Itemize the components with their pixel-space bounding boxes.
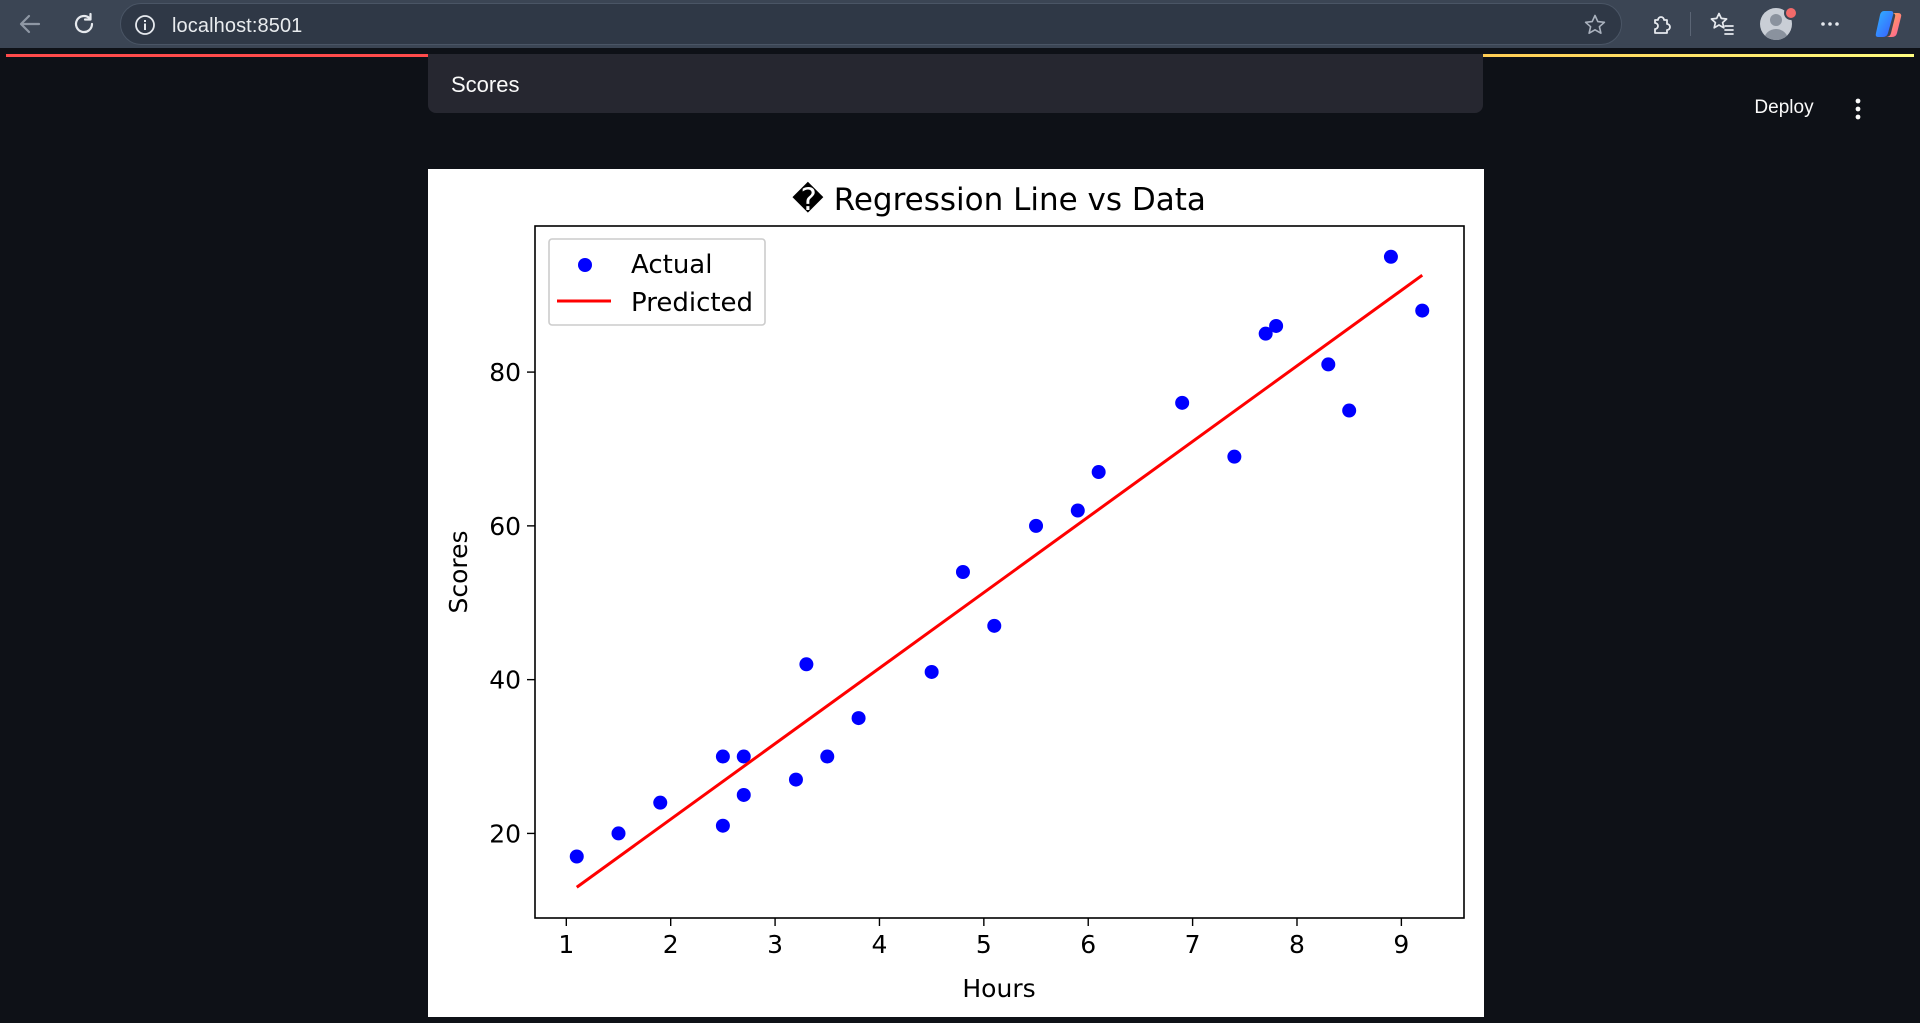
horizontal-ellipsis-icon <box>1821 22 1839 26</box>
legend-actual-marker <box>578 258 592 272</box>
x-tick-label: 3 <box>767 930 783 959</box>
copilot-icon <box>1875 11 1902 37</box>
y-tick-label: 40 <box>489 666 521 695</box>
actual-point <box>715 818 730 833</box>
vertical-ellipsis-icon <box>1855 98 1861 120</box>
more-options-button[interactable] <box>1816 10 1844 38</box>
actual-point <box>788 772 803 787</box>
actual-point <box>820 749 835 764</box>
actual-point <box>1091 465 1106 480</box>
actual-point <box>1227 449 1242 464</box>
actual-point <box>1258 326 1273 341</box>
favorite-star-icon[interactable] <box>1583 13 1607 37</box>
x-tick-label: 6 <box>1080 930 1096 959</box>
back-button[interactable] <box>14 8 46 40</box>
y-axis-label: Scores <box>444 530 473 613</box>
x-tick-label: 1 <box>558 930 574 959</box>
x-tick-label: 5 <box>976 930 992 959</box>
actual-point <box>736 787 751 802</box>
x-tick-label: 7 <box>1185 930 1201 959</box>
legend-box <box>548 238 766 326</box>
select-dropdown[interactable]: Scores <box>428 54 1483 113</box>
back-arrow-icon <box>19 14 41 34</box>
y-tick-label: 20 <box>489 819 521 848</box>
x-axis-ticks: 1 2 3 4 5 6 7 8 9 <box>558 918 1409 959</box>
actual-point <box>1029 518 1044 533</box>
actual-point <box>799 657 814 672</box>
legend-actual-label: Actual <box>631 250 712 280</box>
series-layer <box>569 249 1430 889</box>
notification-dot <box>1784 6 1798 20</box>
select-value: Scores <box>451 72 520 97</box>
actual-point <box>1342 403 1357 418</box>
scatter-chart: � Regression Line vs Data Hours Scores 1… <box>444 181 1465 1003</box>
favorites-button[interactable] <box>1708 10 1736 38</box>
actual-point <box>955 565 970 579</box>
actual-point <box>987 618 1002 633</box>
site-info-icon[interactable] <box>134 14 156 36</box>
browser-toolbar: localhost:8501 <box>0 0 1920 48</box>
toolbar-divider <box>1690 12 1691 36</box>
actual-point <box>611 826 626 841</box>
actual-point <box>1175 395 1190 410</box>
y-axis-ticks: 20 40 60 80 <box>489 358 535 848</box>
x-tick-label: 4 <box>872 930 888 959</box>
reload-icon <box>74 12 94 34</box>
main-menu-button[interactable] <box>1846 94 1870 124</box>
actual-point <box>851 711 866 726</box>
x-tick-label: 2 <box>663 930 679 959</box>
chart-title: � Regression Line vs Data <box>792 181 1206 218</box>
legend: Actual Predicted <box>548 238 766 326</box>
predicted-regression-line <box>575 273 1424 889</box>
actual-point <box>1269 318 1284 333</box>
deploy-button[interactable]: Deploy <box>1754 97 1814 118</box>
copilot-button[interactable] <box>1872 7 1906 41</box>
actual-point <box>1070 503 1085 518</box>
x-tick-label: 8 <box>1289 930 1305 959</box>
url-text[interactable]: localhost:8501 <box>172 15 303 37</box>
favorites-list-icon <box>1710 12 1734 35</box>
x-axis-label: Hours <box>962 974 1035 1003</box>
legend-predicted-label: Predicted <box>631 288 753 318</box>
actual-point <box>736 749 751 764</box>
y-tick-label: 60 <box>489 512 521 541</box>
actual-point <box>924 664 939 679</box>
actual-point <box>1321 357 1336 372</box>
x-tick-label: 9 <box>1393 930 1409 959</box>
extensions-button[interactable] <box>1647 10 1675 38</box>
actual-point <box>653 795 668 810</box>
actual-point <box>715 749 730 764</box>
user-silhouette-icon <box>1764 14 1788 40</box>
actual-point <box>1383 249 1398 264</box>
plot-area <box>534 225 1465 919</box>
chart-image: � Regression Line vs Data Hours Scores 1… <box>428 169 1484 1017</box>
y-tick-label: 80 <box>489 358 521 387</box>
profile-avatar[interactable] <box>1760 8 1792 40</box>
reload-button[interactable] <box>68 8 100 40</box>
address-bar[interactable]: localhost:8501 <box>120 3 1622 45</box>
actual-point <box>1415 303 1430 318</box>
actual-point <box>569 849 584 864</box>
puzzle-icon <box>1654 16 1671 34</box>
